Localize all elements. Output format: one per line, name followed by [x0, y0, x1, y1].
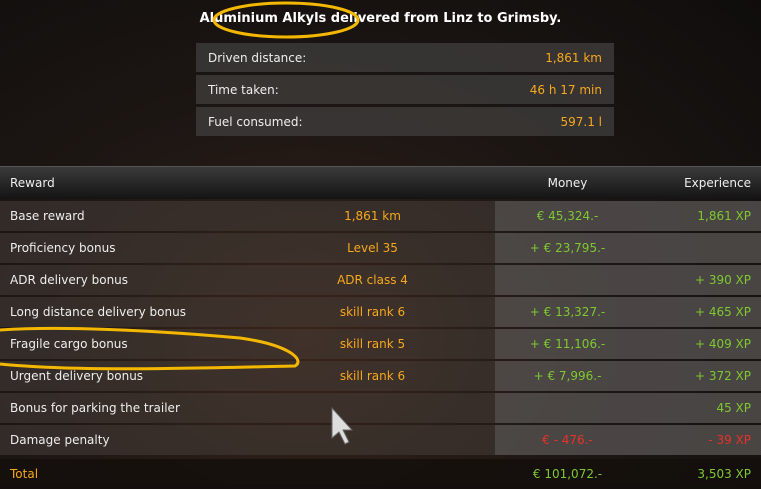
total-money: € 101,072.- [532, 467, 603, 481]
reward-label: Bonus for parking the trailer [10, 401, 180, 415]
reward-detail: 1,861 km [344, 209, 401, 223]
table-row: Urgent delivery bonus skill rank 6 + € 7… [0, 361, 761, 391]
reward-money: + € 7,996.- [495, 361, 640, 391]
reward-detail: skill rank 5 [339, 337, 406, 351]
reward-detail: Level 35 [347, 241, 398, 255]
reward-label: ADR delivery bonus [10, 273, 129, 287]
total-label: Total [10, 467, 39, 481]
reward-detail: skill rank 6 [339, 305, 406, 319]
reward-money: + € 11,106.- [495, 329, 640, 359]
reward-money: € 45,324.- [495, 201, 640, 231]
header-reward: Reward [10, 176, 55, 190]
header-experience: Experience [684, 176, 751, 190]
table-row: Bonus for parking the trailer 45 XP [0, 393, 761, 423]
table-header: Reward Money Experience [0, 166, 761, 199]
reward-money: + € 13,327.- [495, 297, 640, 327]
stat-label: Time taken: [208, 82, 279, 97]
stat-time-taken: Time taken: 46 h 17 min [196, 75, 614, 104]
reward-xp: 45 XP [640, 393, 761, 423]
reward-money [495, 265, 640, 295]
stat-value: 1,861 km [545, 50, 602, 65]
reward-label: Base reward [10, 209, 85, 223]
stat-fuel-consumed: Fuel consumed: 597.1 l [196, 107, 614, 136]
reward-label: Long distance delivery bonus [10, 305, 186, 319]
table-row: Proficiency bonus Level 35 + € 23,795.- [0, 233, 761, 263]
reward-xp: + 409 XP [640, 329, 761, 359]
reward-money: + € 23,795.- [495, 233, 640, 263]
stat-value: 46 h 17 min [529, 82, 602, 97]
reward-xp [640, 233, 761, 263]
stat-label: Driven distance: [208, 50, 307, 65]
reward-label: Proficiency bonus [10, 241, 116, 255]
table-row: Damage penalty € - 476.- - 39 XP [0, 425, 761, 455]
reward-table: Reward Money Experience Base reward 1,86… [0, 166, 761, 489]
total-row: Total € 101,072.- 3,503 XP [0, 459, 761, 489]
reward-xp: + 390 XP [640, 265, 761, 295]
reward-detail: ADR class 4 [337, 273, 408, 287]
reward-money: € - 476.- [495, 425, 640, 455]
stat-label: Fuel consumed: [208, 114, 303, 129]
header-money: Money [547, 176, 588, 190]
reward-money [495, 393, 640, 423]
reward-detail: skill rank 6 [339, 369, 406, 383]
stat-value: 597.1 l [560, 114, 602, 129]
stat-driven-distance: Driven distance: 1,861 km [196, 43, 614, 72]
reward-xp: - 39 XP [640, 425, 761, 455]
reward-xp: 1,861 XP [640, 201, 761, 231]
reward-xp: + 465 XP [640, 297, 761, 327]
delivery-title: Aluminium Alkyls delivered from Linz to … [199, 11, 562, 26]
table-row: Base reward 1,861 km € 45,324.- 1,861 XP [0, 201, 761, 231]
reward-xp: + 372 XP [640, 361, 761, 391]
reward-label: Damage penalty [10, 433, 110, 447]
table-row: Long distance delivery bonus skill rank … [0, 297, 761, 327]
table-row: ADR delivery bonus ADR class 4 + 390 XP [0, 265, 761, 295]
table-row: Fragile cargo bonus skill rank 5 + € 11,… [0, 329, 761, 359]
reward-label: Fragile cargo bonus [10, 337, 128, 351]
total-xp: 3,503 XP [697, 467, 751, 481]
reward-label: Urgent delivery bonus [10, 369, 144, 383]
